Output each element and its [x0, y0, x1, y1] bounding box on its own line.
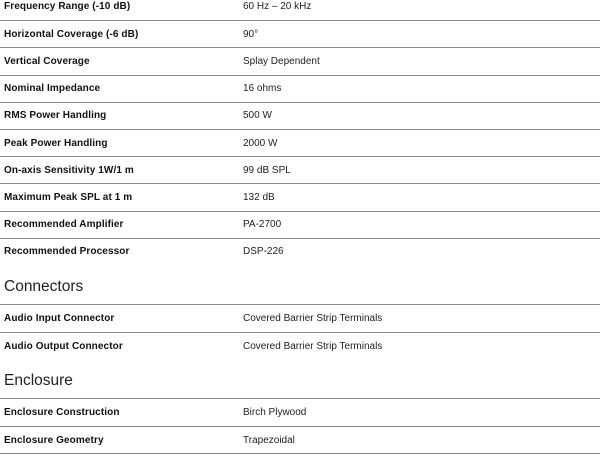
- spec-row: Audio Input Connector Covered Barrier Str…: [0, 305, 600, 332]
- section-performance: Frequency Range (-10 dB) 60 Hz – 20 kHz H…: [0, 0, 600, 265]
- spec-row: Horizontal Coverage (-6 dB) 90°: [0, 20, 600, 47]
- section-heading: Enclosure: [0, 359, 600, 400]
- spec-row: Enclosure Construction Birch Plywood: [0, 399, 600, 426]
- spec-label: Horizontal Coverage (-6 dB): [4, 28, 139, 40]
- spec-label: Enclosure Construction: [4, 407, 120, 419]
- section-connectors: Connectors Audio Input Connector Covered …: [0, 265, 600, 359]
- spec-label: Vertical Coverage: [4, 55, 90, 67]
- spec-label: RMS Power Handling: [4, 110, 107, 122]
- section-enclosure: Enclosure Enclosure Construction Birch Pl…: [0, 359, 600, 454]
- spec-label: Peak Power Handling: [4, 137, 108, 149]
- spec-label: Nominal Impedance: [4, 83, 101, 95]
- spec-value: Covered Barrier Strip Terminals: [243, 312, 383, 324]
- spec-value: 2000 W: [243, 137, 278, 149]
- spec-value: 90°: [243, 28, 259, 40]
- spec-label: Maximum Peak SPL at 1 m: [4, 191, 133, 203]
- spec-value: Splay Dependent: [243, 55, 320, 67]
- spec-value: Birch Plywood: [243, 407, 307, 419]
- spec-row: Nominal Impedance 16 ohms: [0, 74, 600, 102]
- spec-value: 16 ohms: [243, 83, 282, 95]
- spec-value: 132 dB: [243, 191, 275, 203]
- spec-row: Recommended Processor DSP-226: [0, 237, 600, 265]
- spec-row: Recommended Amplifier PA-2700: [0, 210, 600, 238]
- spec-row: Frequency Range (-10 dB) 60 Hz – 20 kHz: [0, 0, 600, 20]
- spec-label: Frequency Range (-10 dB): [4, 1, 131, 13]
- spec-label: Recommended Amplifier: [4, 219, 124, 231]
- spec-value: 99 dB SPL: [243, 164, 291, 176]
- spec-label: On-axis Sensitivity 1W/1 m: [4, 164, 134, 176]
- spec-value: Trapezoidal: [243, 434, 295, 446]
- spec-row: RMS Power Handling 500 W: [0, 101, 600, 129]
- spec-label: Recommended Processor: [4, 246, 130, 258]
- spec-row: Maximum Peak SPL at 1 m 132 dB: [0, 183, 600, 210]
- spec-label: Audio Output Connector: [4, 340, 123, 352]
- spec-value: PA-2700: [243, 219, 282, 231]
- spec-row: On-axis Sensitivity 1W/1 m 99 dB SPL: [0, 156, 600, 183]
- spec-value: DSP-226: [243, 246, 284, 258]
- section-heading: Connectors: [0, 265, 600, 305]
- spec-row: Peak Power Handling 2000 W: [0, 128, 600, 156]
- spec-label: Audio Input Connector: [4, 312, 115, 324]
- spec-value: 500 W: [243, 110, 272, 122]
- spec-row: Enclosure Geometry Trapezoidal: [0, 426, 600, 454]
- spec-row: Vertical Coverage Splay Dependent: [0, 47, 600, 74]
- spec-value: Covered Barrier Strip Terminals: [243, 340, 383, 352]
- spec-row: Audio Output Connector Covered Barrier St…: [0, 332, 600, 359]
- spec-value: 60 Hz – 20 kHz: [243, 1, 312, 13]
- spec-label: Enclosure Geometry: [4, 434, 104, 446]
